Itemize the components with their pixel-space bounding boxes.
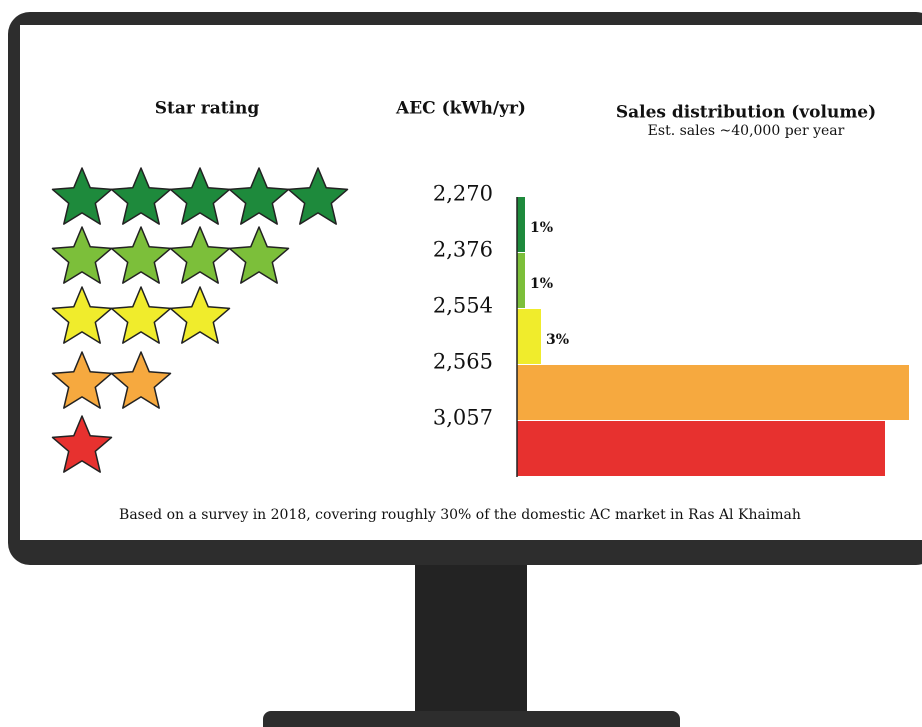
star <box>110 226 172 284</box>
aec-label: 2,376 <box>433 238 493 262</box>
subtitle: Est. sales ~40,000 per year <box>648 123 845 139</box>
star <box>51 415 113 473</box>
star <box>169 286 231 344</box>
star <box>51 351 113 409</box>
value-label: 3% <box>546 332 569 348</box>
star <box>287 167 349 225</box>
star <box>51 167 113 225</box>
header: Star rating <box>155 99 260 119</box>
star <box>228 167 290 225</box>
aec-label: 2,554 <box>433 294 493 318</box>
bar <box>517 197 525 252</box>
bar <box>517 365 909 420</box>
aec-label: 3,057 <box>433 406 493 430</box>
bar <box>517 309 541 364</box>
star <box>228 226 290 284</box>
monitor-base <box>263 711 680 727</box>
header: Sales distribution (volume) <box>616 103 876 123</box>
star <box>110 167 172 225</box>
star-row <box>51 226 290 284</box>
star-row <box>51 286 231 344</box>
bar <box>517 421 885 476</box>
star-row <box>51 415 113 473</box>
star <box>51 226 113 284</box>
monitor-neck <box>415 565 527 713</box>
value-label: 1% <box>530 276 553 292</box>
star <box>169 167 231 225</box>
bar <box>517 253 525 308</box>
header: AEC (kWh/yr) <box>395 99 526 119</box>
aec-label: 2,270 <box>433 182 493 206</box>
star <box>110 351 172 409</box>
star-row <box>51 351 172 409</box>
star-row <box>51 167 349 225</box>
star <box>51 286 113 344</box>
value-label: 1% <box>530 220 553 236</box>
star <box>110 286 172 344</box>
footnote: Based on a survey in 2018, covering roug… <box>119 507 801 523</box>
aec-label: 2,565 <box>433 350 493 374</box>
star <box>169 226 231 284</box>
